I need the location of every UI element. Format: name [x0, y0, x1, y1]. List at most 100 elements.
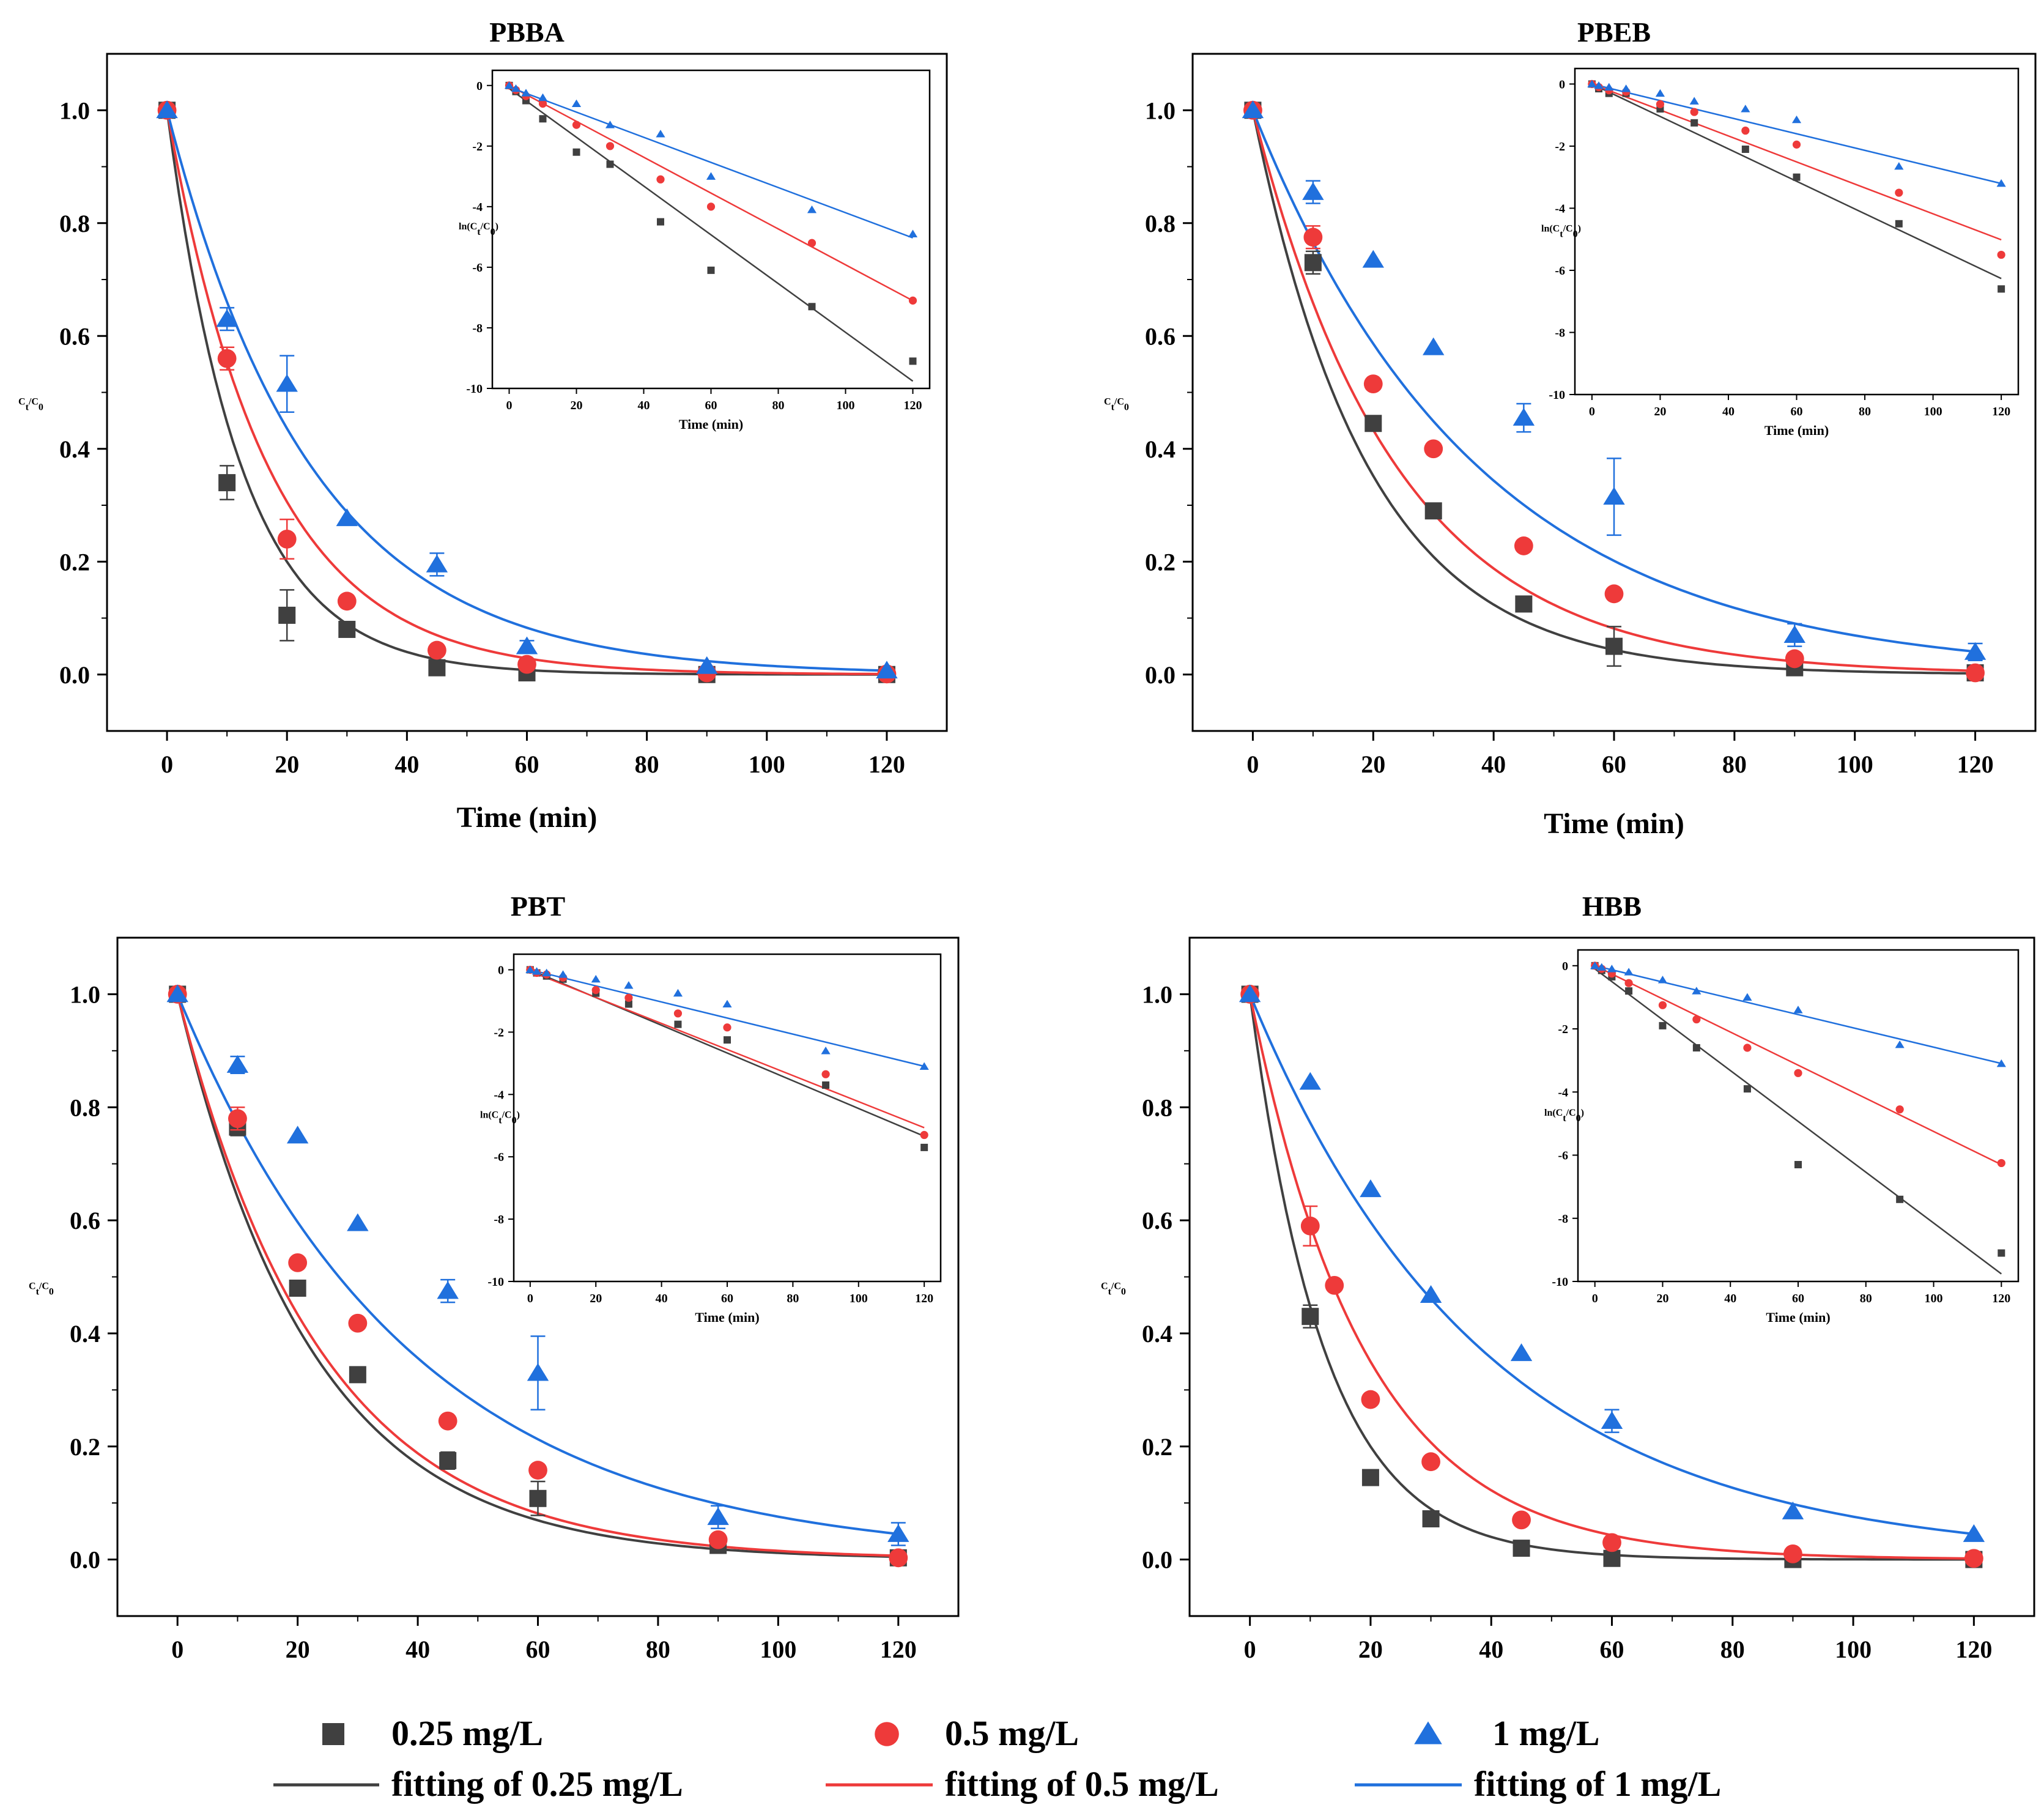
data-point-s05 — [1964, 1549, 1983, 1568]
data-point-s025 — [1513, 1540, 1530, 1557]
x-tick-label: 60 — [526, 1636, 550, 1663]
inset-point-s025 — [707, 266, 715, 274]
panel-pbba: PBBA 0 20 40 60 80 100 120 0.0 0.2 0.4 0.6 0.8 1.0 Tim… — [18, 17, 948, 834]
inset-point-s1 — [624, 981, 634, 989]
data-point-s1 — [226, 1055, 249, 1073]
inset-point-s1 — [706, 172, 716, 180]
inset-frame — [513, 953, 942, 1283]
y-tick-label: 0.0 — [59, 661, 90, 689]
data-point-s1 — [1513, 407, 1535, 426]
inset-plot: 0 20 40 60 80 100 120 0 -2 -4 -6 -8 -10 Time (min) ln(… — [1541, 67, 2020, 438]
x-tick-label: 40 — [1481, 751, 1506, 778]
data-point-s025 — [1365, 415, 1382, 432]
data-point-s025 — [428, 659, 446, 677]
[object Object]: ln(Ct/C0) — [480, 1110, 520, 1126]
panel-hbb: HBB 0 20 40 60 80 100 120 0.0 0.2 0.4 0.6 0.8 1.0 Ct/C… — [1101, 891, 2035, 1663]
inset-point-s1 — [1894, 162, 1904, 170]
x-tick-label: 80 — [1720, 1636, 1745, 1663]
data-point-s1 — [426, 554, 448, 573]
data-point-s025 — [1424, 502, 1442, 520]
inset-x-tick-label: 20 — [1656, 1292, 1668, 1305]
data-point-s05 — [889, 1548, 908, 1568]
inset-y-tick-label: -2 — [494, 1026, 504, 1039]
x-tick-label: 120 — [1957, 751, 1994, 778]
inset-x-tick-label: 60 — [1792, 1292, 1804, 1305]
x-tick-label: 0 — [1244, 1636, 1256, 1663]
legend-label-s025: 0.25 mg/L — [391, 1713, 543, 1753]
panel-pbeb: PBEB 0 20 40 60 80 100 120 0.0 0.2 0.4 0.6 0.8 1.0 Tim… — [1104, 17, 2037, 840]
inset-point-s1 — [1791, 115, 1802, 124]
x-tick-label: 0 — [161, 751, 173, 778]
x-tick-label: 100 — [749, 751, 785, 778]
data-point-s1 — [216, 309, 238, 327]
x-tick-label: 20 — [275, 751, 299, 778]
y-tick-label: 0.2 — [1142, 1433, 1172, 1461]
inset-point-s1 — [542, 968, 552, 977]
inset-y-tick-label: -8 — [494, 1213, 504, 1226]
data-point-s05 — [1300, 1216, 1320, 1236]
data-point-s05 — [1514, 536, 1533, 555]
data-point-s025 — [349, 1366, 366, 1384]
data-point-s05 — [438, 1411, 457, 1431]
inset-y-tick-label: -6 — [472, 261, 483, 275]
inset-x-tick-label: 0 — [506, 399, 513, 412]
inset-point-s05 — [538, 99, 547, 108]
panels: PBBA 0 20 40 60 80 100 120 0.0 0.2 0.4 0.6 0.8 1.0 Tim… — [18, 17, 2037, 1663]
inset-point-s1 — [821, 1047, 831, 1055]
inset-point-s1 — [1597, 963, 1607, 971]
inset-point-s1 — [525, 965, 535, 973]
inset-point-s05 — [624, 993, 633, 1002]
inset-point-s025 — [572, 148, 580, 156]
x-axis-label: Time (min) — [1544, 807, 1684, 840]
inset-x-tick-label: 120 — [1992, 405, 2010, 418]
inset-point-s1 — [1793, 1006, 1803, 1014]
data-point-s025 — [289, 1279, 306, 1297]
inset-x-tick-label: 120 — [915, 1292, 933, 1305]
data-point-s05 — [1966, 663, 1985, 683]
x-tick-label: 60 — [1600, 1636, 1624, 1663]
y-tick-label: 1.0 — [1145, 97, 1176, 124]
inset-point-s1 — [521, 89, 531, 97]
inset-point-s1 — [504, 81, 514, 89]
data-point-s025 — [338, 620, 356, 638]
inset-y-tick-label: -2 — [472, 140, 483, 154]
inset-y-tick-label: -10 — [1549, 388, 1565, 402]
x-tick-label: 20 — [1358, 1636, 1383, 1663]
inset-x-axis-label: Time (min) — [1766, 1310, 1830, 1325]
x-tick-label: 60 — [1602, 751, 1626, 778]
inset-y-tick-label: 0 — [1559, 78, 1565, 91]
y-tick-label: 0.4 — [70, 1320, 100, 1348]
[object Object]: Ct/C0 — [18, 397, 43, 413]
inset-plot: 0 20 40 60 80 100 120 0 -2 -4 -6 -8 -10 Time (min) ln(… — [459, 69, 931, 432]
data-point-s1 — [1963, 1524, 1985, 1542]
inset-point-s025 — [1743, 1085, 1751, 1093]
inset-point-s05 — [1895, 1105, 1904, 1114]
inset-point-s025 — [1794, 1161, 1802, 1169]
inset-x-tick-label: 60 — [1791, 405, 1803, 418]
y-tick-label: 0.8 — [59, 210, 90, 237]
inset-point-s025 — [539, 115, 547, 123]
inset-point-s1 — [1692, 987, 1701, 995]
data-point-s05 — [1424, 439, 1443, 459]
inset-point-s1 — [605, 120, 615, 128]
inset-point-s1 — [1895, 1040, 1905, 1048]
x-tick-label: 120 — [880, 1636, 917, 1663]
inset-x-tick-label: 120 — [904, 399, 922, 412]
inset-point-s1 — [673, 988, 683, 997]
x-axis-label: Time (min) — [457, 801, 598, 834]
legend-fit-label-s1: fitting of 1 mg/L — [1474, 1764, 1721, 1804]
data-point-s05 — [1363, 374, 1383, 394]
panel-title: PBT — [511, 891, 565, 922]
inset-point-s025 — [606, 160, 614, 168]
data-point-s05 — [1303, 228, 1323, 247]
data-point-s1 — [527, 1363, 549, 1381]
inset-x-tick-label: 0 — [1592, 1292, 1598, 1305]
inset-y-tick-label: -10 — [487, 1275, 504, 1289]
y-tick-label: 0.0 — [70, 1546, 100, 1574]
inset-x-tick-label: 60 — [705, 399, 717, 412]
inset-point-s025 — [724, 1036, 731, 1044]
inset-point-s05 — [605, 142, 615, 150]
inset-point-s025 — [1998, 1249, 2005, 1257]
y-tick-label: 1.0 — [59, 97, 90, 124]
data-point-s025 — [1605, 637, 1623, 655]
